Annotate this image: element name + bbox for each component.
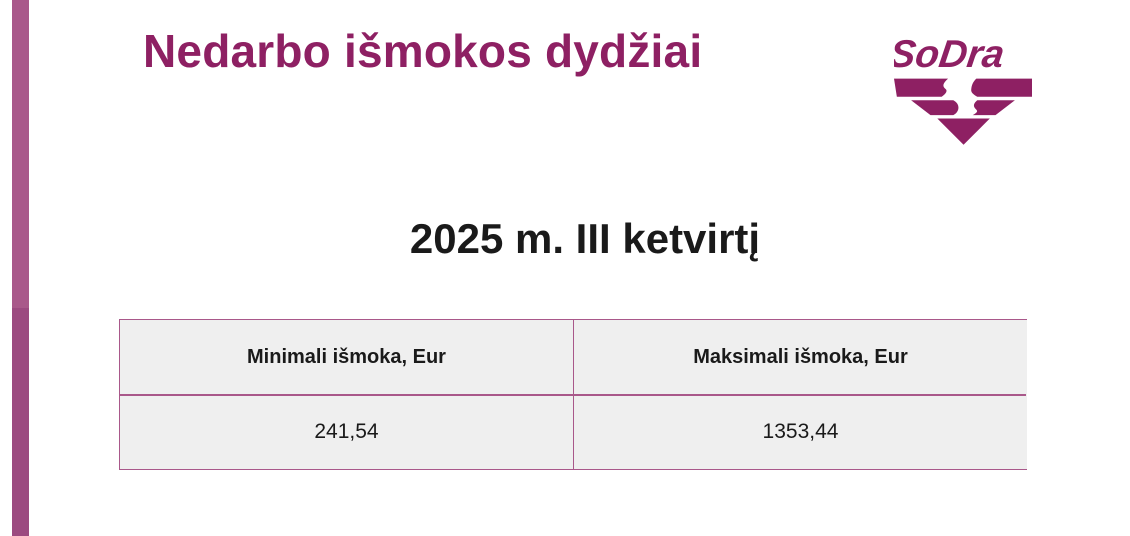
svg-text:SoDra: SoDra: [894, 33, 1007, 76]
